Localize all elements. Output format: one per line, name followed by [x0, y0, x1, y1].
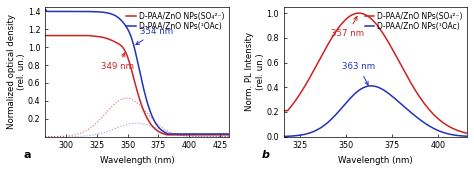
D-PAA/ZnO NPs(¹OAc) [431, 128, 437, 130]
Y-axis label: Norm. PL Intensity
(rel. un.): Norm. PL Intensity (rel. un.) [246, 32, 265, 111]
Text: a: a [23, 150, 31, 160]
D-PAA/ZnO NPs(¹OAc) [125, 29, 131, 31]
D-PAA/ZnO NPs(¹OAc) [90, 11, 95, 13]
X-axis label: Wavelength (nm): Wavelength (nm) [100, 156, 174, 165]
D-PAA/ZnO NPs(¹OAc) [464, 135, 470, 137]
Legend: D-PAA/ZnO NPs(SO₄²⁻), D-PAA/ZnO NPs(¹OAc): D-PAA/ZnO NPs(SO₄²⁻), D-PAA/ZnO NPs(¹OAc… [126, 11, 225, 31]
D-PAA/ZnO NPs(¹OAc) [368, 85, 374, 87]
D-PAA/ZnO NPs(SO₄²⁻) [390, 50, 396, 52]
D-PAA/ZnO NPs(¹OAc) [165, 133, 171, 135]
D-PAA/ZnO NPs(SO₄²⁻) [381, 33, 386, 35]
X-axis label: Wavelength (nm): Wavelength (nm) [338, 156, 413, 165]
Text: 354 nm: 354 nm [136, 26, 173, 45]
D-PAA/ZnO NPs(SO₄²⁻) [460, 131, 466, 133]
D-PAA/ZnO NPs(¹OAc) [281, 135, 286, 137]
D-PAA/ZnO NPs(SO₄²⁻) [90, 35, 95, 37]
D-PAA/ZnO NPs(¹OAc) [369, 85, 375, 87]
D-PAA/ZnO NPs(SO₄²⁻) [125, 58, 131, 60]
D-PAA/ZnO NPs(SO₄²⁻) [431, 114, 437, 116]
Text: 357 nm: 357 nm [331, 17, 365, 38]
Legend: D-PAA/ZnO NPs(SO₄²⁻), D-PAA/ZnO NPs(¹OAc): D-PAA/ZnO NPs(SO₄²⁻), D-PAA/ZnO NPs(¹OAc… [364, 11, 463, 31]
Text: b: b [262, 150, 270, 160]
D-PAA/ZnO NPs(¹OAc) [460, 135, 466, 137]
D-PAA/ZnO NPs(SO₄²⁻) [464, 132, 470, 134]
Text: 363 nm: 363 nm [342, 62, 375, 85]
D-PAA/ZnO NPs(¹OAc) [75, 10, 81, 13]
Line: D-PAA/ZnO NPs(SO₄²⁻): D-PAA/ZnO NPs(SO₄²⁻) [45, 36, 228, 135]
D-PAA/ZnO NPs(SO₄²⁻) [181, 134, 186, 136]
D-PAA/ZnO NPs(¹OAc) [226, 133, 231, 135]
D-PAA/ZnO NPs(SO₄²⁻) [42, 35, 48, 37]
D-PAA/ZnO NPs(SO₄²⁻) [356, 12, 362, 14]
D-PAA/ZnO NPs(¹OAc) [165, 133, 171, 135]
Text: 349 nm: 349 nm [101, 53, 134, 71]
Y-axis label: Normalized optical density
(rel. un.): Normalized optical density (rel. un.) [7, 14, 27, 129]
D-PAA/ZnO NPs(SO₄²⁻) [226, 134, 231, 136]
D-PAA/ZnO NPs(¹OAc) [42, 9, 48, 11]
D-PAA/ZnO NPs(¹OAc) [381, 89, 386, 91]
D-PAA/ZnO NPs(SO₄²⁻) [369, 19, 375, 21]
Line: D-PAA/ZnO NPs(¹OAc): D-PAA/ZnO NPs(¹OAc) [283, 86, 467, 136]
D-PAA/ZnO NPs(SO₄²⁻) [75, 35, 81, 37]
Line: D-PAA/ZnO NPs(¹OAc): D-PAA/ZnO NPs(¹OAc) [45, 10, 228, 134]
D-PAA/ZnO NPs(SO₄²⁻) [368, 18, 374, 20]
D-PAA/ZnO NPs(¹OAc) [181, 133, 186, 135]
D-PAA/ZnO NPs(¹OAc) [390, 96, 396, 98]
Line: D-PAA/ZnO NPs(SO₄²⁻): D-PAA/ZnO NPs(SO₄²⁻) [283, 13, 467, 133]
D-PAA/ZnO NPs(SO₄²⁻) [165, 134, 171, 136]
D-PAA/ZnO NPs(SO₄²⁻) [164, 134, 170, 136]
D-PAA/ZnO NPs(¹OAc) [368, 85, 374, 87]
D-PAA/ZnO NPs(¹OAc) [150, 118, 156, 120]
D-PAA/ZnO NPs(SO₄²⁻) [281, 110, 286, 112]
D-PAA/ZnO NPs(SO₄²⁻) [150, 126, 156, 128]
